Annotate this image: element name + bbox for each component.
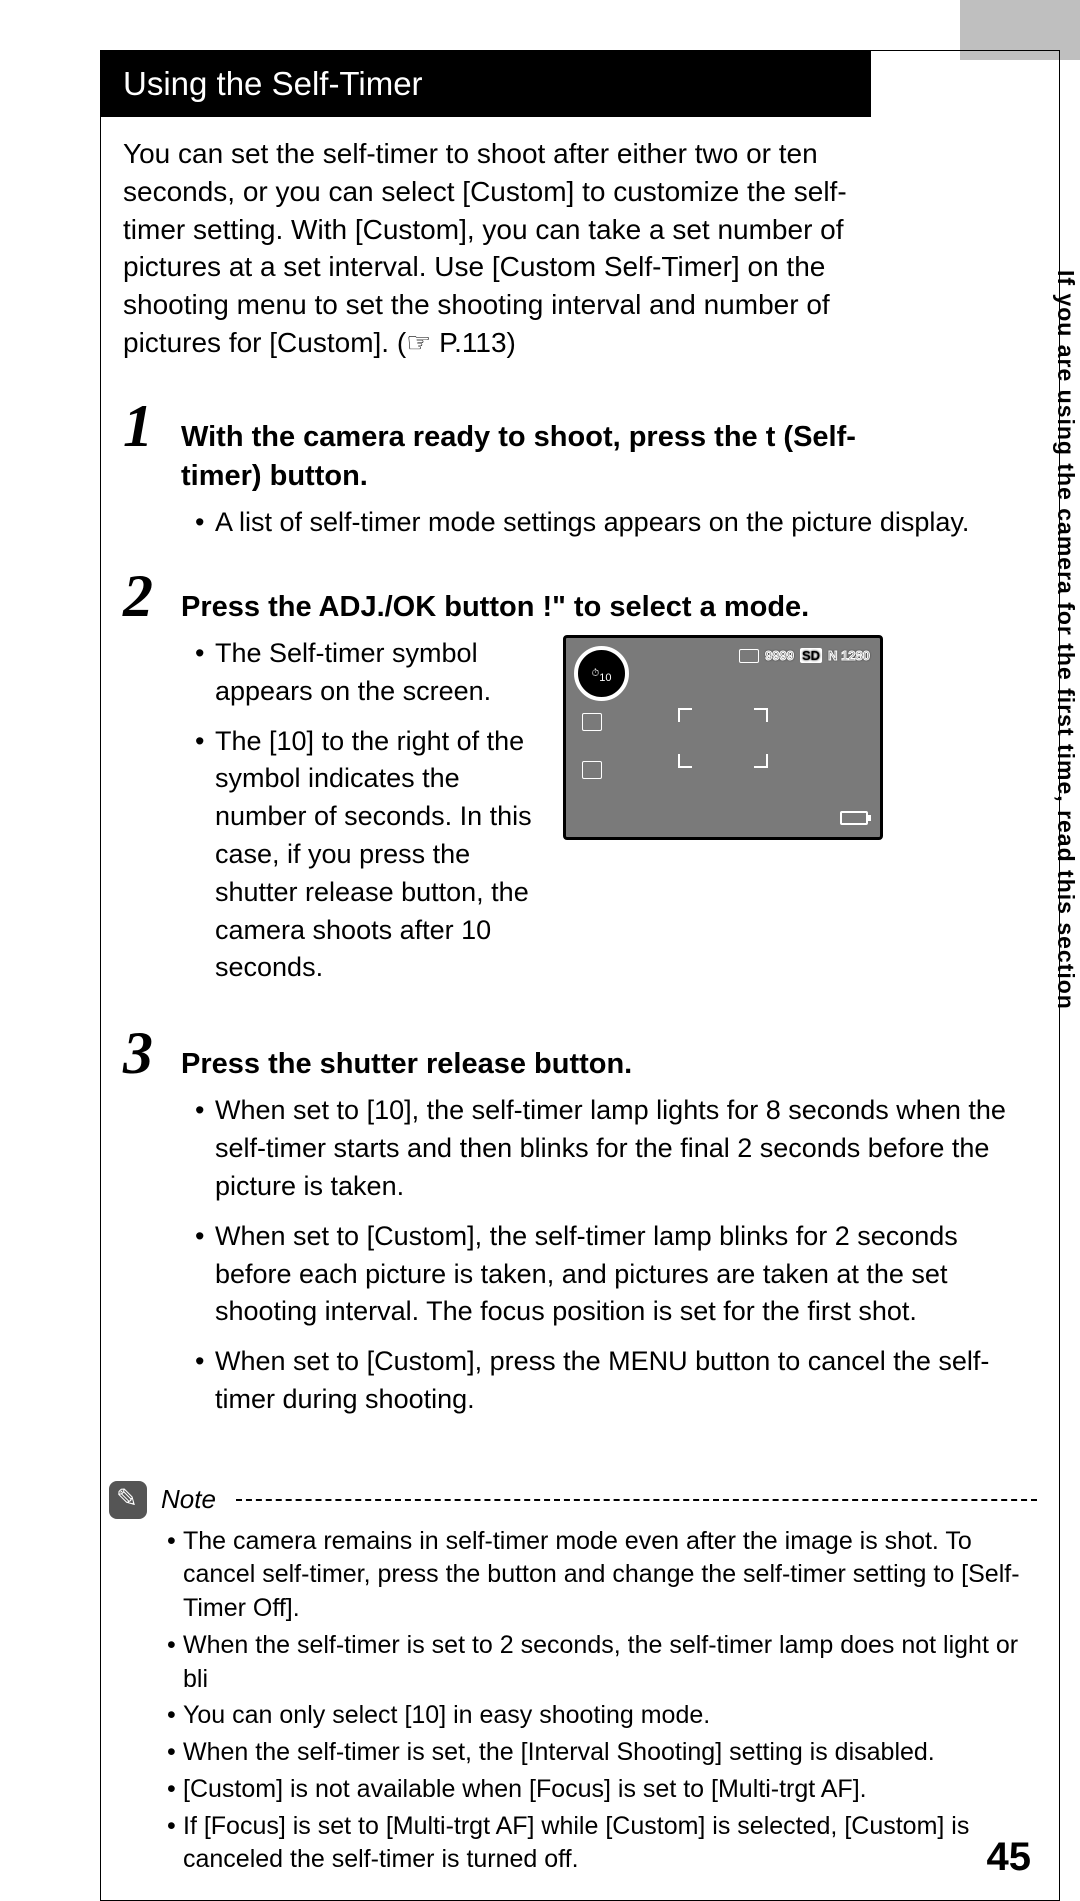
step-3-number: 3 xyxy=(123,1023,181,1083)
intro-paragraph: You can set the self-timer to shoot afte… xyxy=(101,117,871,372)
step-3: 3 Press the shutter release button. When… xyxy=(123,1023,1037,1419)
step-2-bullet-2: The [10] to the right of the symbol indi… xyxy=(195,723,543,988)
step-2-number: 2 xyxy=(123,566,181,626)
focus-brackets xyxy=(678,708,768,768)
step-1: 1 With the camera ready to shoot, press … xyxy=(123,396,1037,542)
side-vertical-text: If you are using the camera for the firs… xyxy=(1052,270,1079,1010)
note-item: When the self-timer is set to 2 seconds,… xyxy=(167,1629,1037,1697)
note-block: Note The camera remains in self-timer mo… xyxy=(101,1481,1059,1901)
step-2-title: Press the ADJ./OK button !" to select a … xyxy=(181,588,809,627)
lcd-counter: 9999 xyxy=(765,648,794,663)
timer-value: 10 xyxy=(599,672,611,684)
step-1-title: With the camera ready to shoot, press th… xyxy=(181,418,881,496)
note-dashes xyxy=(236,1499,1037,1501)
step-3-title: Press the shutter release button. xyxy=(181,1045,632,1084)
step-2-bullet-1: The Self-timer symbol appears on the scr… xyxy=(195,635,543,711)
step-3-bullet-3: When set to [Custom], press the MENU but… xyxy=(195,1343,1037,1419)
section-header: Using the Self-Timer xyxy=(101,51,871,117)
lcd-size-label: N 1280 xyxy=(828,648,870,663)
step-3-bullet-2: When set to [Custom], the self-timer lam… xyxy=(195,1218,1037,1331)
page-number: 45 xyxy=(987,1835,1032,1880)
camera-icon xyxy=(739,649,759,663)
step-3-bullet-1: When set to [10], the self-timer lamp li… xyxy=(195,1092,1037,1205)
steps-block: 1 With the camera ready to shoot, press … xyxy=(101,396,1059,1461)
step-1-bullet: A list of self-timer mode settings appea… xyxy=(195,504,1037,542)
note-item: If [Focus] is set to [Multi-trgt AF] whi… xyxy=(167,1810,1037,1878)
side-icon-1 xyxy=(582,713,602,731)
note-item: You can only select [10] in easy shootin… xyxy=(167,1699,1037,1733)
note-item: The camera remains in self-timer mode ev… xyxy=(167,1525,1037,1626)
note-icon xyxy=(109,1481,147,1519)
side-icon-2 xyxy=(582,761,602,779)
note-item: [Custom] is not available when [Focus] i… xyxy=(167,1773,1037,1807)
step-2: 2 Press the ADJ./OK button !" to select … xyxy=(123,566,1037,999)
page-container: Using the Self-Timer You can set the sel… xyxy=(100,50,1060,1901)
note-label: Note xyxy=(161,1484,216,1515)
step-1-number: 1 xyxy=(123,396,181,456)
lcd-sd-label: SD xyxy=(800,648,822,663)
timer-ring-icon: ⏱10 xyxy=(574,646,629,701)
battery-icon xyxy=(840,811,868,825)
lcd-preview: ⏱10 9999 SD N 1280 xyxy=(563,635,883,840)
note-item: When the self-timer is set, the [Interva… xyxy=(167,1736,1037,1770)
